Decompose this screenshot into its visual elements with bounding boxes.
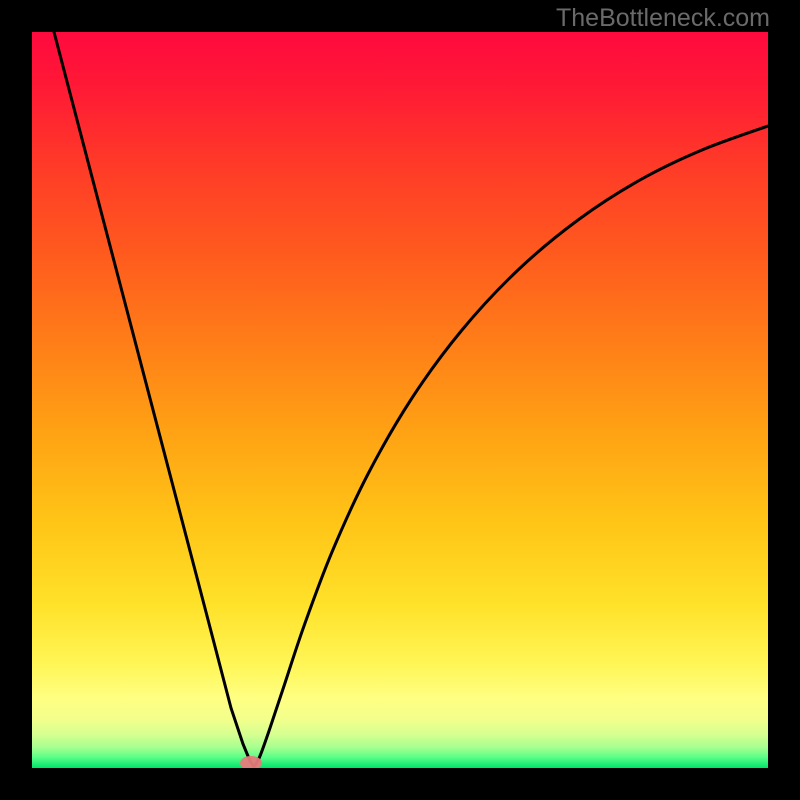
curve-left-branch: [54, 32, 254, 767]
bottleneck-curve: [32, 32, 768, 768]
plot-area: [32, 32, 768, 768]
curve-right-branch: [254, 126, 768, 767]
watermark-text: TheBottleneck.com: [556, 4, 770, 33]
